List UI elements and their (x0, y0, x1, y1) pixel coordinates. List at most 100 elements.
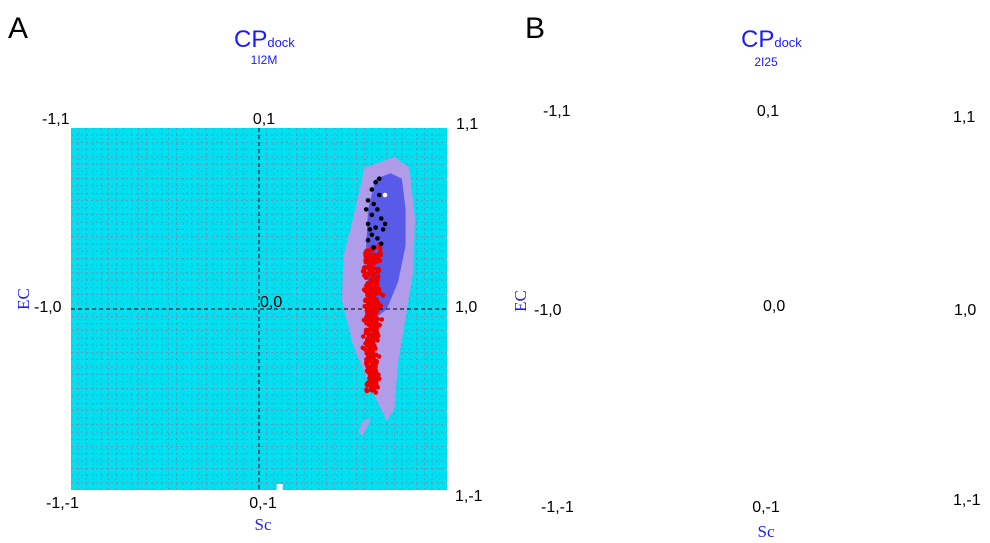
near_native-point (373, 225, 378, 230)
label-bottom-right: 1,-1 (455, 488, 483, 505)
decoy-point (377, 246, 383, 251)
decoy-point (369, 305, 375, 310)
native-point (382, 192, 388, 198)
label-top-right: 1,1 (456, 116, 478, 133)
decoy-point (364, 360, 369, 365)
decoy-point (364, 387, 369, 393)
decoy-point (363, 275, 369, 281)
decoy-point (362, 347, 368, 352)
decoy-point (371, 334, 377, 339)
decoy-point (366, 271, 372, 276)
decoy-point (365, 311, 371, 316)
near_native-point (365, 221, 371, 227)
decoy-point (372, 277, 378, 283)
decoy-point (367, 283, 373, 288)
decoy-point (373, 364, 378, 370)
label-top-left: -1,1 (543, 103, 571, 120)
decoy-point (365, 327, 370, 333)
decoy-point (373, 370, 379, 375)
near_native-point (369, 232, 375, 238)
label-middle-left: -1,0 (34, 299, 62, 316)
decoy-point (369, 348, 375, 354)
decoy-point (371, 345, 377, 350)
decoy-point (377, 376, 382, 382)
near_native-point (365, 237, 371, 243)
panel-a: A CPdock 1I2M -1,1 0,1 1,1 -1,0 0,0 1,0 … (8, 12, 483, 534)
decoy-point (367, 260, 372, 266)
series-native (276, 192, 388, 490)
label-center: 0,0 (763, 298, 785, 315)
decoy-point (364, 341, 370, 347)
decoy-point (370, 361, 375, 367)
label-bottom-left: -1,-1 (541, 499, 574, 516)
decoy-point (375, 300, 380, 305)
chart-title: CPdock (234, 26, 295, 53)
plot-area (71, 128, 447, 490)
grid-lines (71, 128, 447, 490)
decoy-point (365, 336, 370, 342)
chart-title: CPdock (741, 26, 802, 53)
title-main: CP (234, 26, 267, 53)
near_native-point (369, 187, 375, 192)
decoy-point (375, 385, 381, 390)
decoy-point (375, 274, 381, 279)
decoy-point (373, 259, 379, 264)
decoy-point (379, 317, 385, 322)
decoy-point (367, 267, 373, 272)
decoy-point (377, 250, 383, 255)
decoy-point (364, 315, 370, 320)
near_native-point (382, 221, 388, 227)
label-top-center: 0,1 (757, 103, 779, 120)
label-middle-left: -1,0 (534, 302, 562, 319)
near_native-point (371, 201, 377, 207)
title-subscript: dock (774, 35, 802, 50)
near_native-point (377, 176, 382, 181)
near_native-point (373, 180, 378, 185)
label-middle-right: 1,0 (455, 299, 477, 316)
panel-label: A (8, 12, 28, 45)
label-bottom-left: -1,-1 (46, 495, 79, 512)
decoy-point (377, 322, 383, 328)
decoy-point (373, 252, 379, 258)
near_native-point (365, 198, 371, 203)
near_native-point (377, 192, 382, 198)
label-center: 0,0 (260, 294, 282, 311)
label-top-center: 0,1 (253, 111, 275, 128)
decoy-point (362, 265, 368, 270)
decoy-point (373, 390, 379, 395)
decoy-point (376, 304, 381, 310)
decoy-point (368, 289, 374, 294)
near_native-point (378, 241, 384, 247)
decoy-point (370, 311, 376, 317)
series-near_native (363, 176, 388, 250)
title-main: CP (741, 26, 774, 53)
decoy-point (367, 364, 372, 370)
decoy-point (366, 369, 372, 375)
decoy-point (373, 379, 378, 384)
label-top-right: 1,1 (953, 109, 975, 126)
decoy-point (372, 266, 378, 271)
decoy-point (369, 340, 374, 345)
series-decoys (360, 242, 386, 395)
near_native-point (369, 212, 375, 218)
near_native-point (375, 236, 380, 241)
near_native-point (367, 227, 373, 232)
near_native-point (380, 227, 386, 232)
decoy-point (366, 382, 371, 388)
decoy-point (374, 360, 379, 366)
near_native-point (378, 216, 384, 221)
decoy-point (363, 258, 368, 263)
label-bottom-center: 0,-1 (249, 495, 277, 512)
decoy-point (371, 272, 377, 277)
decoy-point (361, 334, 366, 339)
label-bottom-center: 0,-1 (752, 499, 780, 516)
decoy-point (371, 327, 376, 333)
chart-b: B CPdock 2I25 -1,1 0,1 1,1 -1,0 0,0 1,0 … (511, 12, 981, 541)
decoy-point (376, 354, 382, 359)
label-middle-right: 1,0 (954, 302, 976, 319)
chart-subtitle: 1I2M (251, 53, 278, 67)
decoy-point (376, 289, 381, 294)
x-axis-title: Sc (758, 522, 775, 541)
near_native-point (375, 207, 380, 212)
decoy-point (371, 357, 377, 363)
